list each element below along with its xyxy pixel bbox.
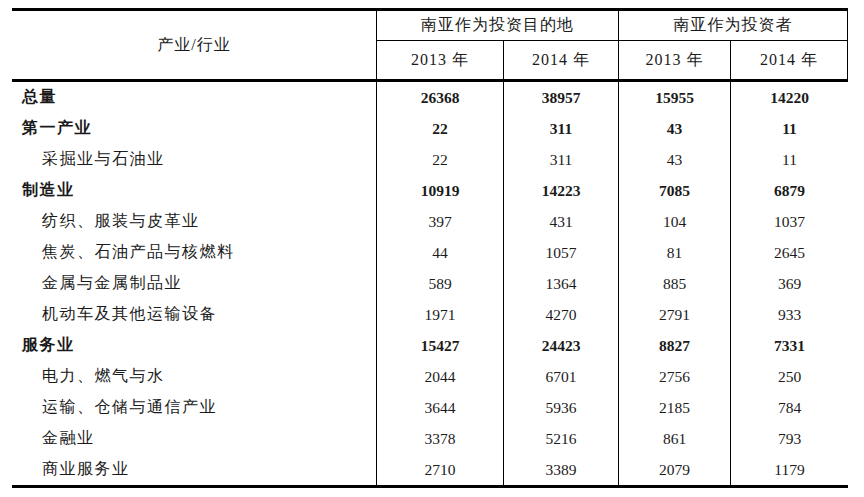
corner-header-cell: 产业/行业 xyxy=(12,11,376,79)
row-label: 电力、燃气与水 xyxy=(12,361,376,392)
year-header-2013-investor: 2013 年 xyxy=(618,41,730,79)
value-dest-2013: 26368 xyxy=(376,82,503,113)
table-row: 机动车及其他运输设备 1971 4270 2791 933 xyxy=(12,299,848,330)
value-inv-2014: 11 xyxy=(730,144,848,175)
table-row: 金属与金属制品业 589 1364 885 369 xyxy=(12,268,848,299)
row-label: 服务业 xyxy=(12,330,376,361)
value-dest-2014: 4270 xyxy=(503,299,618,330)
row-label: 总量 xyxy=(12,82,376,113)
statistics-table: 产业/行业 南亚作为投资目的地 南亚作为投资者 2013 年 2014 年 20… xyxy=(12,8,848,488)
page: 产业/行业 南亚作为投资目的地 南亚作为投资者 2013 年 2014 年 20… xyxy=(0,0,864,497)
value-inv-2013: 8827 xyxy=(618,330,730,361)
value-dest-2014: 1364 xyxy=(503,268,618,299)
value-dest-2013: 2710 xyxy=(376,454,503,485)
column-group-destination: 南亚作为投资目的地 xyxy=(376,11,618,41)
table-row: 金融业 3378 5216 861 793 xyxy=(12,423,848,454)
value-inv-2013: 885 xyxy=(618,268,730,299)
row-label: 纺织、服装与皮革业 xyxy=(12,206,376,237)
value-inv-2013: 2756 xyxy=(618,361,730,392)
table-row: 制造业 10919 14223 7085 6879 xyxy=(12,175,848,206)
value-dest-2014: 311 xyxy=(503,113,618,144)
row-label: 运输、仓储与通信产业 xyxy=(12,392,376,423)
table-row: 采掘业与石油业 22 311 43 11 xyxy=(12,144,848,175)
value-inv-2014: 14220 xyxy=(730,82,848,113)
row-label: 机动车及其他运输设备 xyxy=(12,299,376,330)
table-row: 纺织、服装与皮革业 397 431 104 1037 xyxy=(12,206,848,237)
value-inv-2014: 6879 xyxy=(730,175,848,206)
value-inv-2014: 11 xyxy=(730,113,848,144)
value-dest-2014: 431 xyxy=(503,206,618,237)
value-inv-2014: 793 xyxy=(730,423,848,454)
value-dest-2014: 24423 xyxy=(503,330,618,361)
value-inv-2014: 250 xyxy=(730,361,848,392)
table-body: 总量 26368 38957 15955 14220 第一产业 22 311 4… xyxy=(12,82,848,485)
value-dest-2014: 3389 xyxy=(503,454,618,485)
table-row: 服务业 15427 24423 8827 7331 xyxy=(12,330,848,361)
table-row: 商业服务业 2710 3389 2079 1179 xyxy=(12,454,848,485)
value-inv-2014: 933 xyxy=(730,299,848,330)
table-row: 电力、燃气与水 2044 6701 2756 250 xyxy=(12,361,848,392)
value-inv-2013: 2791 xyxy=(618,299,730,330)
value-inv-2013: 43 xyxy=(618,144,730,175)
value-inv-2014: 369 xyxy=(730,268,848,299)
value-dest-2013: 2044 xyxy=(376,361,503,392)
year-header-2013-destination: 2013 年 xyxy=(376,41,503,79)
value-dest-2013: 44 xyxy=(376,237,503,268)
value-inv-2014: 1179 xyxy=(730,454,848,485)
row-label: 焦炭、石油产品与核燃料 xyxy=(12,237,376,268)
value-dest-2013: 1971 xyxy=(376,299,503,330)
value-inv-2014: 2645 xyxy=(730,237,848,268)
value-inv-2014: 1037 xyxy=(730,206,848,237)
value-dest-2014: 6701 xyxy=(503,361,618,392)
year-header-2014-investor: 2014 年 xyxy=(730,41,848,79)
value-dest-2013: 397 xyxy=(376,206,503,237)
table-row: 第一产业 22 311 43 11 xyxy=(12,113,848,144)
value-dest-2014: 5216 xyxy=(503,423,618,454)
value-dest-2014: 14223 xyxy=(503,175,618,206)
row-label: 金属与金属制品业 xyxy=(12,268,376,299)
value-dest-2013: 15427 xyxy=(376,330,503,361)
year-header-2014-destination: 2014 年 xyxy=(503,41,618,79)
value-dest-2013: 10919 xyxy=(376,175,503,206)
value-dest-2013: 3644 xyxy=(376,392,503,423)
value-dest-2013: 589 xyxy=(376,268,503,299)
value-inv-2013: 104 xyxy=(618,206,730,237)
row-label: 采掘业与石油业 xyxy=(12,144,376,175)
table-row: 焦炭、石油产品与核燃料 44 1057 81 2645 xyxy=(12,237,848,268)
value-inv-2013: 7085 xyxy=(618,175,730,206)
value-dest-2014: 1057 xyxy=(503,237,618,268)
value-dest-2014: 311 xyxy=(503,144,618,175)
value-dest-2013: 22 xyxy=(376,113,503,144)
value-inv-2013: 861 xyxy=(618,423,730,454)
row-label: 制造业 xyxy=(12,175,376,206)
value-inv-2013: 43 xyxy=(618,113,730,144)
value-inv-2013: 2185 xyxy=(618,392,730,423)
value-inv-2014: 7331 xyxy=(730,330,848,361)
row-label: 第一产业 xyxy=(12,113,376,144)
value-dest-2013: 22 xyxy=(376,144,503,175)
table-row: 总量 26368 38957 15955 14220 xyxy=(12,82,848,113)
value-inv-2013: 2079 xyxy=(618,454,730,485)
table-row: 运输、仓储与通信产业 3644 5936 2185 784 xyxy=(12,392,848,423)
value-inv-2013: 81 xyxy=(618,237,730,268)
row-label: 商业服务业 xyxy=(12,454,376,485)
value-dest-2014: 38957 xyxy=(503,82,618,113)
value-dest-2014: 5936 xyxy=(503,392,618,423)
value-dest-2013: 3378 xyxy=(376,423,503,454)
column-group-investor: 南亚作为投资者 xyxy=(618,11,848,41)
value-inv-2013: 15955 xyxy=(618,82,730,113)
value-inv-2014: 784 xyxy=(730,392,848,423)
table-header: 产业/行业 南亚作为投资目的地 南亚作为投资者 2013 年 2014 年 20… xyxy=(12,11,848,82)
row-label: 金融业 xyxy=(12,423,376,454)
